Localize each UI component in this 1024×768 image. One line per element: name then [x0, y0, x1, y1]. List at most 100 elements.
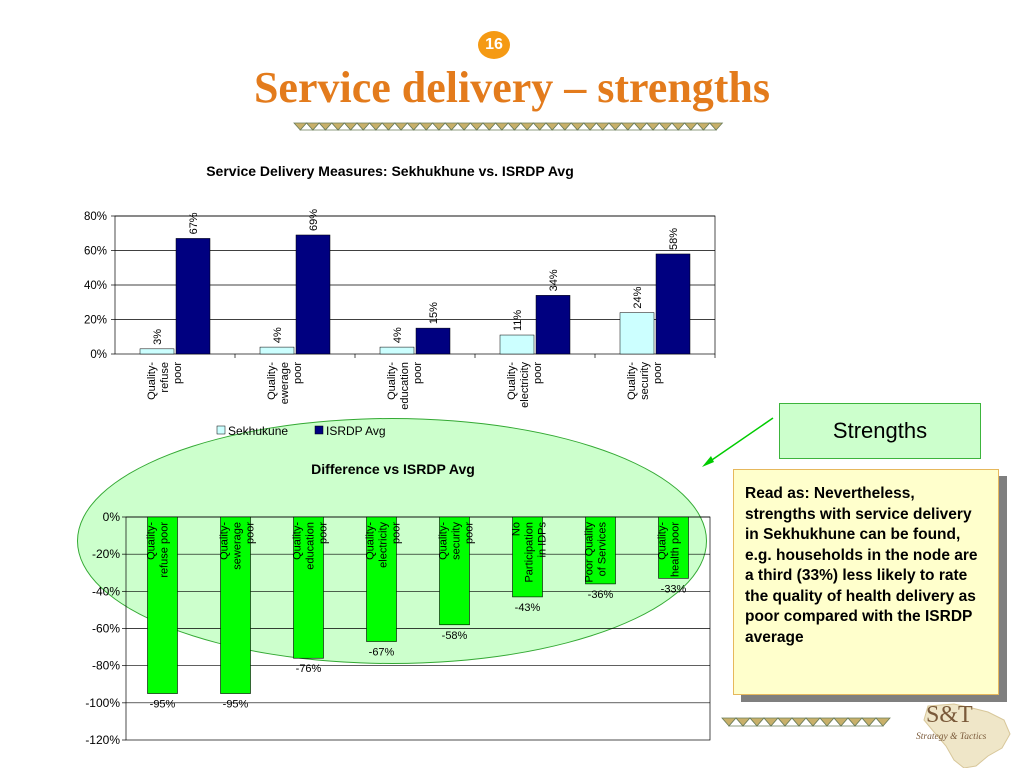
data-label: 4%	[392, 327, 404, 343]
data-label: 3%	[152, 329, 164, 345]
category-label: security	[451, 522, 463, 560]
bar-isrdp	[295, 234, 331, 355]
category-label: Participation	[524, 522, 536, 583]
category-label: poor	[532, 362, 544, 384]
y-tick-label: 0%	[103, 510, 121, 524]
logo-tagline: Strategy & Tactics	[916, 732, 987, 742]
bar-difference	[439, 516, 470, 626]
category-label: Quality-	[266, 362, 278, 400]
category-label: Poor Quality	[584, 522, 596, 583]
bar-sekhukune	[619, 312, 655, 355]
category-label: poor	[391, 522, 403, 544]
data-label: 67%	[188, 212, 200, 234]
chart-legend: Sekhukune ISRDP Avg	[216, 424, 386, 438]
bar-isrdp	[535, 295, 571, 355]
category-label: education	[305, 522, 317, 570]
strengths-callout: Strengths	[779, 403, 981, 459]
category-label: poor	[245, 522, 257, 544]
category-label: poor	[412, 362, 424, 384]
bar-isrdp	[415, 327, 451, 355]
bar-difference	[293, 516, 324, 659]
category-label: refuse poor	[159, 522, 171, 578]
chart-title: Difference vs ISRDP Avg	[311, 461, 475, 477]
category-label: Quality-	[438, 522, 450, 560]
category-label: Quality-	[506, 362, 518, 400]
bar-difference	[512, 516, 543, 598]
category-label: Quality-	[146, 522, 158, 560]
data-label: 11%	[512, 310, 524, 331]
data-label: -67%	[369, 647, 395, 659]
data-label: -33%	[661, 583, 687, 595]
y-tick-label: 60%	[84, 246, 107, 258]
category-label: Quality-	[219, 522, 231, 560]
data-label: -58%	[442, 630, 468, 642]
data-label: 69%	[308, 209, 320, 231]
category-label: refuse	[159, 362, 171, 393]
category-label: poor	[652, 362, 664, 384]
bar-difference	[366, 516, 397, 642]
category-label: Quality-	[146, 362, 158, 400]
legend-swatch-sekhukune	[216, 425, 226, 435]
logo-brand: S&T	[926, 702, 973, 728]
y-tick-label: -120%	[85, 733, 120, 747]
y-tick-label: 80%	[84, 211, 107, 223]
africa-map-icon	[923, 703, 1011, 768]
slide-title: Service delivery – strengths	[253, 63, 771, 112]
y-tick-label: -100%	[85, 696, 120, 710]
y-tick-label: 20%	[84, 315, 107, 327]
data-label: -43%	[515, 602, 541, 614]
category-label: Quality-	[626, 362, 638, 400]
category-label: electricity	[519, 362, 531, 408]
y-tick-label: 0%	[90, 349, 107, 361]
y-tick-label: -40%	[92, 584, 120, 598]
category-label: health poor	[670, 522, 682, 577]
category-label: electricity	[378, 522, 390, 568]
data-label: -76%	[296, 663, 322, 675]
bar-difference	[220, 516, 251, 694]
category-label: No	[511, 522, 523, 536]
category-label: poor	[292, 362, 304, 384]
arrow-to-chart	[702, 417, 774, 467]
category-label: of Services	[597, 522, 609, 577]
data-label: 15%	[428, 302, 440, 324]
category-label: Quality-	[292, 522, 304, 560]
data-label: -36%	[588, 589, 614, 601]
plot-area	[114, 215, 716, 355]
bar-isrdp	[175, 238, 211, 355]
category-label: poor	[318, 522, 330, 544]
category-label: poor	[464, 522, 476, 544]
border-triangle	[708, 122, 724, 131]
category-label: sewerage	[232, 522, 244, 570]
y-tick-label: -20%	[92, 547, 120, 561]
chart-title: Service Delivery Measures: Sekhukhune vs…	[206, 163, 574, 179]
data-label: 4%	[272, 327, 284, 343]
bar-sekhukune	[379, 346, 415, 355]
legend-label-isrdp: ISRDP Avg	[326, 424, 386, 438]
data-label: -95%	[223, 699, 249, 711]
page-number-badge: 16	[478, 31, 510, 59]
category-label: education	[399, 362, 411, 410]
bar-difference	[658, 516, 689, 579]
data-label: -95%	[150, 699, 176, 711]
bar-difference	[585, 516, 616, 585]
bar-difference	[147, 516, 178, 694]
bar-sekhukune	[139, 348, 175, 355]
y-tick-label: -60%	[92, 622, 120, 636]
category-label: in IDPs	[537, 522, 549, 558]
category-label: ewerage	[279, 362, 291, 404]
category-label: security	[639, 362, 651, 400]
y-tick-label: 40%	[84, 280, 107, 292]
bar-sekhukune	[499, 334, 535, 355]
bar-sekhukune	[259, 346, 295, 355]
bar-isrdp	[655, 253, 691, 355]
data-label: 24%	[632, 286, 644, 308]
category-label: Quality-	[365, 522, 377, 560]
border-triangle	[875, 717, 891, 727]
data-label: 34%	[548, 269, 560, 291]
category-label: poor	[172, 362, 184, 384]
category-label: Quality-	[386, 362, 398, 400]
legend-swatch-isrdp	[314, 425, 324, 435]
data-label: 58%	[668, 228, 680, 250]
